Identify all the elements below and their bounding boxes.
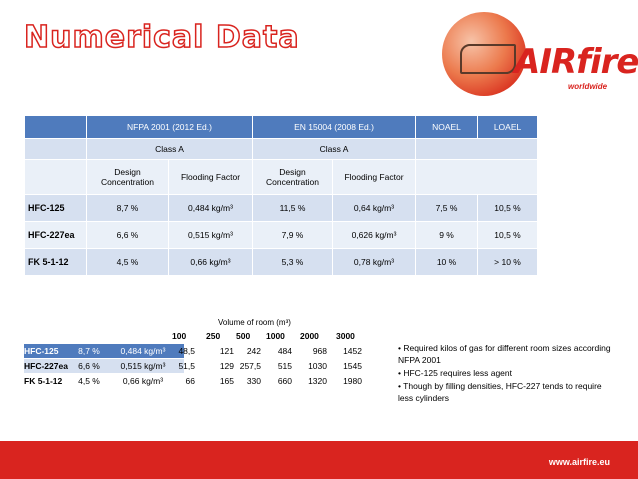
volume-value: 330 bbox=[246, 376, 261, 386]
volume-value: 48,5 bbox=[178, 346, 195, 356]
sub-flood-en: Flooding Factor bbox=[331, 159, 417, 195]
table-cell: 9 % bbox=[415, 221, 479, 249]
row-agent: HFC-125 bbox=[24, 194, 87, 222]
table-cell: 7,5 % bbox=[415, 194, 479, 222]
table-cell: 6,6 % bbox=[86, 221, 169, 249]
table-cell: 10,5 % bbox=[477, 221, 539, 249]
table-cell: 8,7 % bbox=[86, 194, 169, 222]
header-loael: LOAEL bbox=[477, 115, 539, 139]
header-noael: NOAEL bbox=[415, 115, 479, 139]
bullet-list: • Required kilos of gas for different ro… bbox=[398, 342, 613, 405]
volume-agent: HFC-125 bbox=[24, 344, 76, 358]
comparison-table: NFPA 2001 (2012 Ed.) EN 15004 (2008 Ed.)… bbox=[24, 115, 539, 276]
footer-bar: www.airfire.eu bbox=[0, 441, 638, 479]
page-title: Numerical Data bbox=[23, 19, 300, 56]
volume-size: 3000 bbox=[336, 331, 355, 341]
volume-value: 66 bbox=[185, 376, 195, 386]
class-en: Class A bbox=[251, 138, 417, 160]
volume-value: 51,5 bbox=[178, 361, 195, 371]
volume-size: 2000 bbox=[300, 331, 319, 341]
sub-design-en: Design Concentration bbox=[252, 159, 333, 195]
volume-agent: FK 5-1-12 bbox=[24, 376, 63, 386]
sub-flood-nfpa: Flooding Factor bbox=[168, 159, 253, 195]
volume-size: 500 bbox=[236, 331, 251, 341]
volume-pct: 8,7 % bbox=[76, 344, 102, 358]
volume-value: 1545 bbox=[343, 361, 362, 371]
table-cell: 0,515 kg/m³ bbox=[168, 221, 253, 249]
volume-size: 1000 bbox=[266, 331, 285, 341]
sub-empty bbox=[24, 159, 87, 195]
header-row: NFPA 2001 (2012 Ed.) EN 15004 (2008 Ed.)… bbox=[24, 115, 539, 139]
table-cell: 11,5 % bbox=[252, 194, 333, 222]
volume-pct: 4,5 % bbox=[78, 376, 100, 386]
volume-value: 257,5 bbox=[239, 361, 261, 371]
volume-value: 165 bbox=[219, 376, 234, 386]
sub-design-nfpa: Design Concentration bbox=[86, 159, 169, 195]
table-row: FK 5-1-12 4,5 % 0,66 kg/m³ 5,3 % 0,78 kg… bbox=[24, 248, 539, 276]
table-row: HFC-125 8,7 % 0,484 kg/m³ 11,5 % 0,64 kg… bbox=[24, 194, 539, 222]
volume-value: 515 bbox=[277, 361, 292, 371]
sub-empty-right bbox=[415, 159, 539, 195]
volume-value: 484 bbox=[277, 346, 292, 356]
footer-url[interactable]: www.airfire.eu bbox=[548, 457, 610, 467]
class-row: Class A Class A bbox=[24, 138, 539, 160]
table-cell: 7,9 % bbox=[252, 221, 333, 249]
logo-subtitle: worldwide bbox=[568, 82, 608, 91]
airfire-logo: AIRfire worldwide bbox=[440, 8, 638, 100]
volume-value: 121 bbox=[219, 346, 234, 356]
table-cell: 0,484 kg/m³ bbox=[168, 194, 253, 222]
volume-value: 129 bbox=[219, 361, 234, 371]
volume-agent: HFC-227ea bbox=[24, 359, 76, 373]
table-cell: 4,5 % bbox=[86, 248, 169, 276]
table-cell: 5,3 % bbox=[252, 248, 333, 276]
subheader-row: Design Concentration Flooding Factor Des… bbox=[24, 159, 539, 195]
row-agent: FK 5-1-12 bbox=[24, 248, 87, 276]
logo-text-fire: fire bbox=[576, 42, 638, 82]
volume-size: 100 bbox=[172, 331, 187, 341]
volume-value: 660 bbox=[277, 376, 292, 386]
volume-density: 0,484 kg/m³ bbox=[102, 344, 184, 358]
table-cell: 0,626 kg/m³ bbox=[331, 221, 417, 249]
volume-value: 1320 bbox=[308, 376, 327, 386]
table-cell: 10,5 % bbox=[477, 194, 539, 222]
bullet-item: • Though by filling densities, HFC-227 t… bbox=[398, 381, 602, 403]
table-cell: 10 % bbox=[415, 248, 479, 276]
bullet-item: • Required kilos of gas for different ro… bbox=[398, 343, 611, 365]
class-nfpa: Class A bbox=[86, 138, 253, 160]
table-cell: > 10 % bbox=[477, 248, 539, 276]
logo-text: AIRfire bbox=[514, 42, 638, 82]
logo-text-air: AIR bbox=[514, 42, 577, 82]
class-empty bbox=[24, 138, 87, 160]
volume-value: 1980 bbox=[343, 376, 362, 386]
table-cell: 0,78 kg/m³ bbox=[331, 248, 417, 276]
volume-pct: 6,6 % bbox=[76, 359, 102, 373]
volume-value: 1030 bbox=[308, 361, 327, 371]
table-row: HFC-227ea 6,6 % 0,515 kg/m³ 7,9 % 0,626 … bbox=[24, 221, 539, 249]
volume-value: 1452 bbox=[343, 346, 362, 356]
row-agent: HFC-227ea bbox=[24, 221, 87, 249]
volume-density: 0,515 kg/m³ bbox=[102, 359, 184, 373]
header-empty bbox=[24, 115, 87, 139]
volume-title: Volume of room (m³) bbox=[218, 318, 291, 327]
logo-mark-icon bbox=[460, 44, 516, 74]
class-empty-right bbox=[415, 138, 539, 160]
logo-circle-icon bbox=[442, 12, 526, 96]
volume-value: 968 bbox=[312, 346, 327, 356]
header-nfpa: NFPA 2001 (2012 Ed.) bbox=[86, 115, 253, 139]
volume-value: 242 bbox=[246, 346, 261, 356]
volume-density: 0,66 kg/m³ bbox=[122, 376, 164, 386]
table-cell: 0,64 kg/m³ bbox=[331, 194, 417, 222]
bullet-item: • HFC-125 requires less agent bbox=[398, 368, 512, 378]
table-cell: 0,66 kg/m³ bbox=[168, 248, 253, 276]
header-en: EN 15004 (2008 Ed.) bbox=[251, 115, 417, 139]
volume-size: 250 bbox=[206, 331, 221, 341]
